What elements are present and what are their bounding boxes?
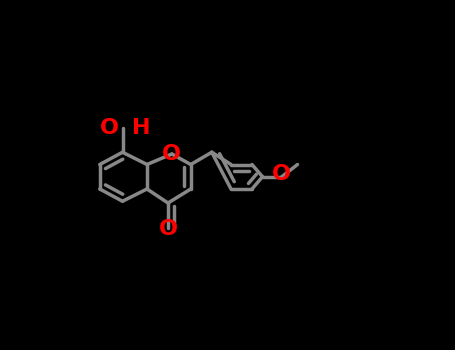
Text: O: O <box>158 219 177 239</box>
Text: H: H <box>132 118 151 138</box>
Text: O: O <box>272 164 291 184</box>
Text: O: O <box>162 144 182 164</box>
Text: O: O <box>100 118 119 138</box>
